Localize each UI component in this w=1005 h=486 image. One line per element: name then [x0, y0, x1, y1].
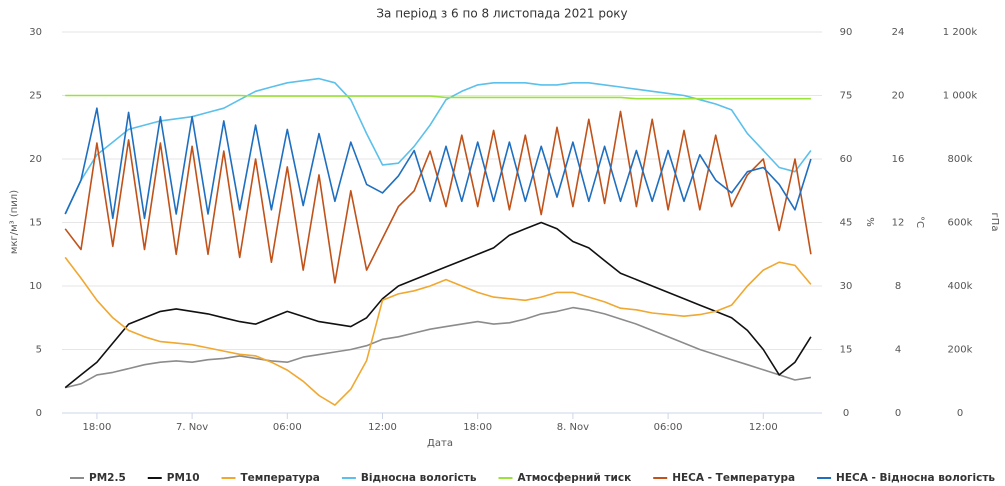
series-line [64, 77, 812, 215]
y-tick-label: 20 [29, 154, 42, 165]
y2-tick-label: 45 [840, 218, 853, 229]
plot-lines [64, 77, 812, 406]
y3-tick-label: 12 [892, 218, 905, 229]
legend-label[interactable]: PM2.5 [89, 472, 126, 484]
series-line [64, 221, 812, 389]
y3-tick-label: 8 [895, 281, 901, 292]
series-line [64, 110, 812, 284]
y2-axis-title: % [864, 217, 875, 227]
legend-label[interactable]: Атмосферний тиск [517, 472, 631, 484]
legend-label[interactable]: HECA - Температура [672, 472, 795, 484]
y4-tick-label: 1 200k [943, 27, 978, 38]
x-tick-label: 12:00 [368, 422, 397, 433]
x-tick-label: 06:00 [654, 422, 683, 433]
y-tick-label: 15 [29, 218, 42, 229]
x-tick-label: 18:00 [82, 422, 111, 433]
y3-tick-label: 16 [892, 154, 905, 165]
y4-tick-label: 0 [957, 408, 963, 419]
y4-tick-label: 200k [948, 345, 973, 356]
y2-tick-label: 30 [840, 281, 853, 292]
legend: PM2.5 PM10 Температура Відносна вологість Ат… [70, 472, 995, 484]
y4-tick-label: 1 000k [943, 91, 978, 102]
series-line [65, 94, 811, 100]
x-axis-title: Дата [427, 438, 453, 449]
y2-tick-label: 60 [840, 154, 853, 165]
y2-tick-label: 15 [840, 345, 853, 356]
legend-label[interactable]: Температура [241, 472, 320, 484]
y4-tick-label: 800k [948, 154, 973, 165]
y3-tick-label: 4 [895, 345, 901, 356]
y-axis-title: мкг/м³ (пил) [9, 190, 20, 254]
y4-axis-title: гПа [989, 213, 1000, 232]
legend-label[interactable]: HECA - Відносна вологість [836, 472, 995, 484]
x-tick-label: 8. Nov [557, 422, 589, 433]
y-tick-label: 5 [36, 345, 42, 356]
y4-tick-label: 600k [948, 218, 973, 229]
y3-axis-title: °С [914, 216, 925, 228]
y4-tick-label: 400k [948, 281, 973, 292]
chart-title: За період з 6 по 8 листопада 2021 року [376, 7, 627, 21]
legend-label[interactable]: PM10 [167, 472, 200, 484]
x-tick-label: 18:00 [463, 422, 492, 433]
x-tick-label: 7. Nov [176, 422, 208, 433]
y-tick-label: 10 [29, 281, 42, 292]
y3-tick-label: 24 [892, 27, 905, 38]
y2-tick-label: 90 [840, 27, 853, 38]
legend-label[interactable]: Відносна вологість [361, 472, 477, 484]
series-line [65, 306, 812, 389]
y3-tick-label: 0 [895, 408, 901, 419]
x-tick-label: 06:00 [273, 422, 302, 433]
y2-tick-label: 0 [843, 408, 849, 419]
y-tick-label: 0 [36, 408, 42, 419]
y2-tick-label: 75 [840, 91, 853, 102]
y3-tick-label: 20 [892, 91, 905, 102]
x-tick-label: 12:00 [749, 422, 778, 433]
y-tick-label: 30 [29, 27, 42, 38]
series-line [64, 107, 812, 220]
grid: 0 5 10 15 20 25 30 0 15 30 45 60 75 90 0 4 8 12 16 20 24 0 200… [29, 27, 977, 433]
series-line [64, 256, 812, 406]
y-tick-label: 25 [29, 91, 42, 102]
